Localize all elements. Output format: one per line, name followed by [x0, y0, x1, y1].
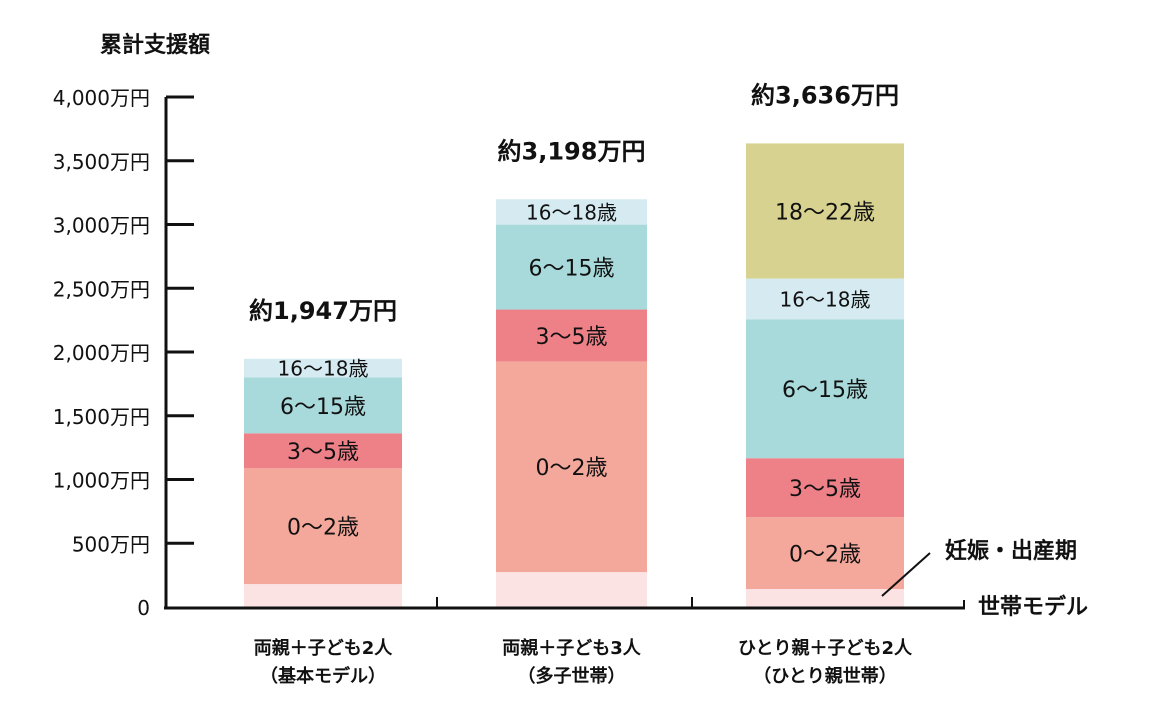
y-tick-label: 4,000万円 — [53, 86, 150, 110]
annotation-pregnancy: 妊娠・出産期 — [945, 538, 1077, 564]
bar-segment — [244, 433, 402, 469]
y-tick-label: 500万円 — [72, 532, 150, 556]
segment-label: 3〜5歳 — [287, 440, 359, 465]
annotation-leader-line — [881, 552, 931, 597]
segment-label: 0〜2歳 — [789, 542, 861, 567]
segment-label: 6〜15歳 — [782, 378, 868, 403]
total-label: 約3,198万円 — [498, 137, 646, 165]
bar-segment — [746, 143, 904, 279]
category-label: 両親＋子ども2人 — [254, 637, 394, 659]
total-label: 約3,636万円 — [751, 81, 899, 109]
y-axis-title: 累計支援額 — [100, 32, 210, 58]
bar-segment — [496, 199, 647, 225]
x-axis-title: 世帯モデル — [978, 594, 1088, 620]
y-tick-label: 1,500万円 — [53, 405, 150, 429]
y-tick-label: 2,500万円 — [53, 277, 150, 301]
bar-segment — [496, 572, 647, 607]
segment-label: 3〜5歳 — [789, 477, 861, 502]
total-label: 約1,947万円 — [249, 297, 397, 325]
bar-segment — [746, 278, 904, 320]
y-tick-label: 3,000万円 — [53, 214, 150, 238]
y-tick-label: 0 — [137, 596, 150, 620]
segment-label: 16〜18歳 — [526, 201, 617, 225]
segment-label: 0〜2歳 — [287, 516, 359, 541]
segment-label: 16〜18歳 — [278, 357, 369, 381]
bar-segment — [244, 358, 402, 378]
bar-segment — [746, 458, 904, 518]
bar-segment — [746, 319, 904, 459]
category-label: ひとり親＋子ども2人 — [738, 637, 913, 659]
segment-label: 16〜18歳 — [780, 288, 871, 312]
bar-segment — [746, 589, 904, 607]
segment-label: 6〜15歳 — [529, 256, 615, 281]
y-tick-label: 1,000万円 — [53, 469, 150, 493]
y-tick-label: 2,000万円 — [53, 341, 150, 365]
y-tick-label: 3,500万円 — [53, 150, 150, 174]
bar-segment — [496, 224, 647, 310]
category-label: 両親＋子ども3人 — [502, 637, 642, 659]
category-sublabel: （基本モデル） — [260, 665, 386, 687]
bar-segment — [496, 361, 647, 573]
segment-label: 6〜15歳 — [280, 395, 366, 420]
bar-segment — [244, 468, 402, 585]
bar-segment — [244, 584, 402, 607]
segment-label: 18〜22歳 — [775, 200, 875, 225]
segment-label: 3〜5歳 — [536, 325, 608, 350]
category-sublabel: （多子世帯） — [518, 665, 626, 687]
bar-segment — [746, 517, 904, 590]
category-sublabel: （ひとり親世帯） — [753, 665, 896, 687]
bar-segment — [496, 309, 647, 362]
bar-segment — [244, 377, 402, 434]
segment-label: 0〜2歳 — [536, 456, 608, 481]
